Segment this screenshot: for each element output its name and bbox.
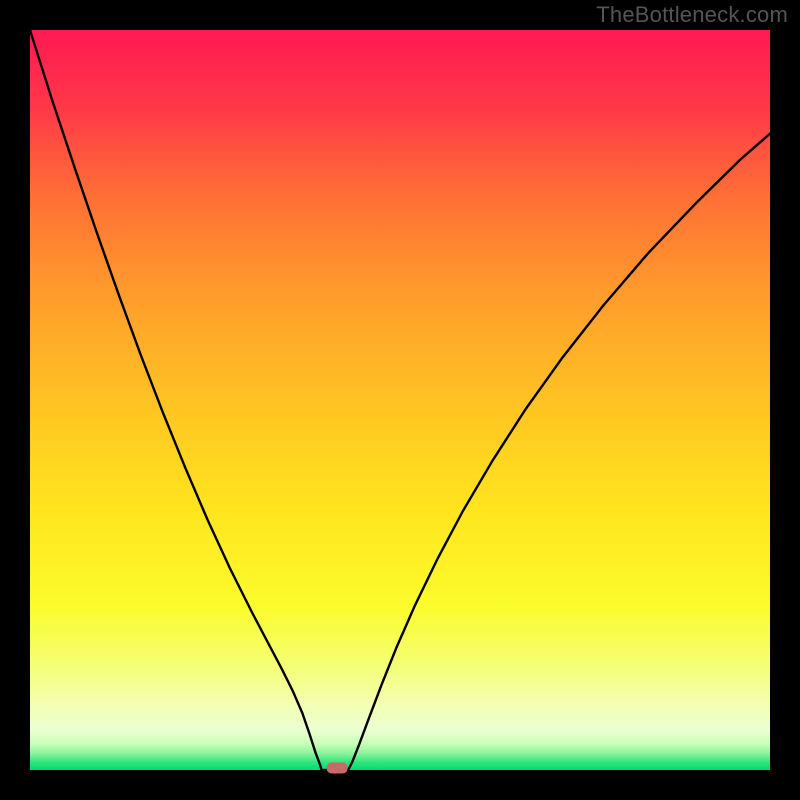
plot-area — [30, 30, 770, 770]
watermark-text: TheBottleneck.com — [596, 2, 788, 28]
optimal-point-marker — [327, 762, 348, 773]
curve-path — [30, 30, 770, 770]
chart-stage: TheBottleneck.com — [0, 0, 800, 800]
bottleneck-curve — [30, 30, 770, 770]
